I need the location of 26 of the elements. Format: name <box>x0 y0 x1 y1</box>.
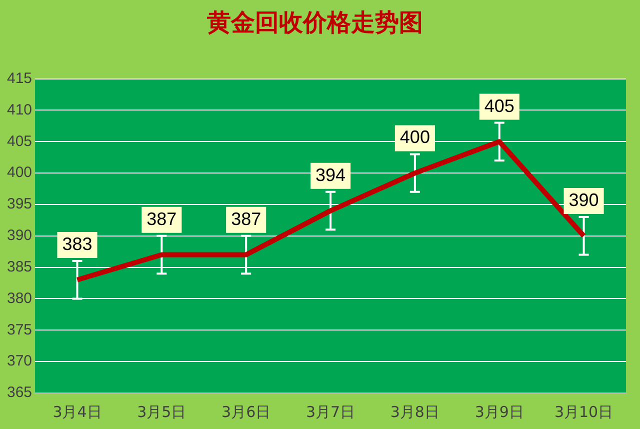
data-label: 400 <box>400 127 430 148</box>
y-tick-label: 370 <box>6 352 32 370</box>
y-tick-label: 395 <box>6 196 32 213</box>
y-tick-label: 385 <box>6 258 32 276</box>
y-tick-label: 380 <box>6 290 32 307</box>
x-tick-label: 3月8日 <box>390 402 440 421</box>
x-tick-label: 3月7日 <box>306 402 356 421</box>
x-tick-label: 3月4日 <box>52 402 102 421</box>
y-tick-label: 415 <box>6 70 32 87</box>
x-tick-label: 3月10日 <box>554 402 614 421</box>
y-tick-label: 365 <box>6 384 32 402</box>
data-label: 405 <box>484 96 514 116</box>
x-tick-label: 3月9日 <box>474 402 524 421</box>
x-tick-label: 3月6日 <box>222 402 271 421</box>
y-tick-label: 390 <box>6 227 32 244</box>
data-label: 394 <box>315 164 346 185</box>
y-tick-label: 410 <box>6 101 32 118</box>
y-tick-label: 400 <box>6 164 32 182</box>
data-label: 387 <box>146 208 177 229</box>
y-tick-label: 405 <box>6 132 32 150</box>
data-label: 387 <box>231 208 262 229</box>
data-label: 383 <box>62 234 92 254</box>
x-tick-label: 3月5日 <box>137 402 186 421</box>
chart-title: 黄金回收价格走势图 <box>206 8 423 37</box>
y-tick-label: 375 <box>6 321 32 338</box>
data-label: 390 <box>568 190 599 210</box>
